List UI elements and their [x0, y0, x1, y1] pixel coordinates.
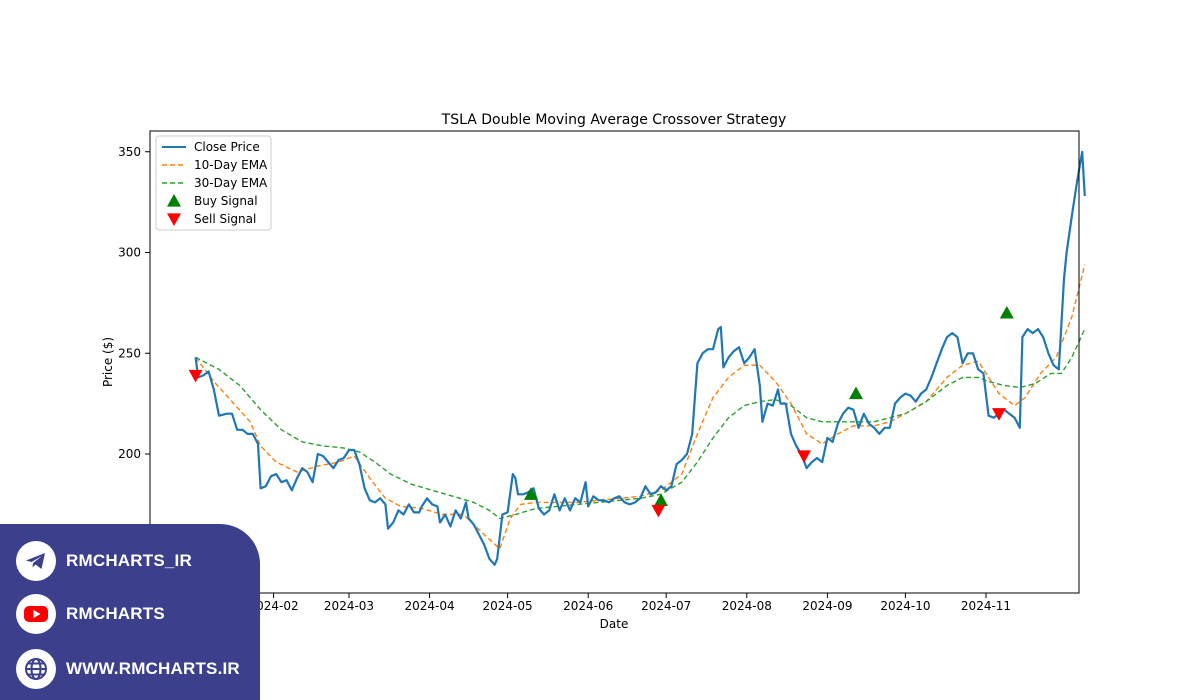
legend: Close Price 10-Day EMA 30-Day EMA Buy Signa… — [155, 135, 272, 231]
chart-title: TSLA Double Moving Average Crossover Str… — [441, 112, 787, 128]
youtube-icon — [16, 594, 56, 634]
telegram-row[interactable]: RMCHARTS_IR — [16, 541, 192, 581]
axis-layer: 2024-012024-022024-032024-042024-052024-… — [118, 145, 1011, 613]
legend-swatch — [167, 213, 181, 226]
buy-signal-marker — [999, 305, 1014, 319]
legend-box — [155, 135, 272, 231]
x-tick-label: 2024-06 — [563, 599, 613, 613]
legend-30-day-ema: 30-Day EMA — [194, 176, 268, 190]
youtube-row[interactable]: RMCHARTS — [16, 594, 165, 634]
plot-frame — [149, 130, 1080, 594]
telegram-icon — [16, 541, 56, 581]
plot-layer — [188, 150, 1086, 566]
x-tick-label: 2024-02 — [249, 599, 299, 613]
x-axis-label: Date — [600, 617, 629, 631]
buy-signal-marker — [849, 386, 863, 400]
youtube-handle: RMCHARTS — [66, 604, 165, 623]
y-tick-label: 300 — [118, 246, 141, 260]
x-tick-label: 2024-05 — [483, 599, 533, 613]
sell-signal-marker — [188, 369, 203, 383]
y-axis-label: Price ($) — [101, 337, 115, 387]
social-badge: RMCHARTS_IR RMCHARTS WWW.RMCHARTS.IR — [0, 524, 260, 700]
legend-10-day-ema: 10-Day EMA — [194, 158, 268, 172]
globe-icon — [16, 649, 56, 689]
website-url: WWW.RMCHARTS.IR — [66, 659, 240, 678]
x-tick-label: 2024-10 — [880, 599, 930, 613]
x-tick-label: 2024-11 — [961, 599, 1011, 613]
close-price-line — [194, 150, 1086, 566]
x-tick-label: 2024-07 — [641, 599, 691, 613]
legend-close-price: Close Price — [194, 140, 260, 154]
buy-signal-marker — [654, 493, 668, 506]
y-tick-label: 250 — [118, 346, 141, 360]
sell-signal-marker — [797, 450, 811, 464]
x-tick-label: 2024-04 — [405, 599, 455, 613]
sell-signal-marker — [992, 408, 1006, 421]
y-tick-label: 350 — [118, 145, 141, 159]
x-tick-label: 2024-03 — [324, 599, 374, 613]
x-tick-label: 2024-08 — [722, 599, 772, 613]
legend-sell-signal: Sell Signal — [194, 212, 256, 226]
y-tick-label: 200 — [118, 447, 141, 461]
ema30-line — [195, 328, 1086, 520]
legend-swatch — [167, 194, 181, 207]
website-row[interactable]: WWW.RMCHARTS.IR — [16, 649, 240, 689]
legend-buy-signal: Buy Signal — [194, 194, 258, 208]
x-tick-label: 2024-09 — [802, 599, 852, 613]
sell-signal-marker — [651, 504, 666, 518]
ema10-line — [195, 264, 1086, 550]
telegram-handle: RMCHARTS_IR — [66, 551, 192, 570]
buy-signal-marker — [524, 487, 538, 500]
